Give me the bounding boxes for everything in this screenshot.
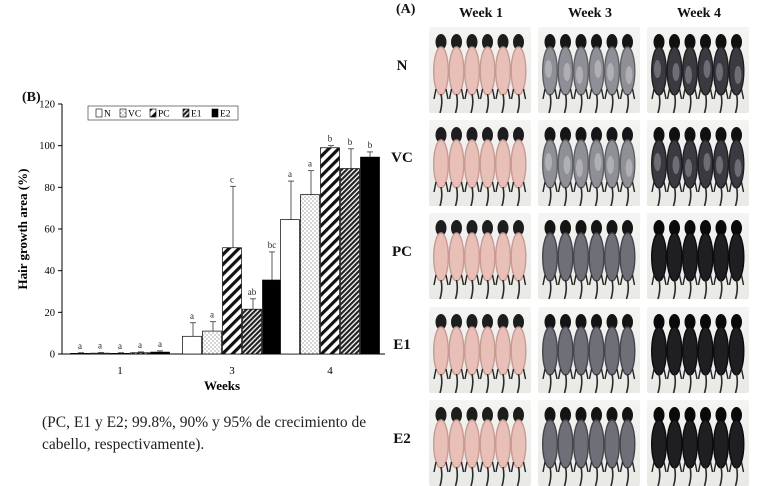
x-tick-label: 3 [229, 365, 235, 377]
significance-label: a [210, 310, 214, 320]
week-header-3: Week 3 [568, 6, 612, 21]
panel-b-label: (B) [22, 90, 41, 105]
bar-e1-week1 [130, 352, 150, 355]
significance-label: b [348, 137, 353, 147]
row-label-n: N [396, 58, 408, 74]
y-tick-label: 20 [45, 308, 56, 319]
caption-text: (PC, E1 y E2; 99.8%, 90% y 95% de crecim… [42, 414, 367, 453]
significance-label: a [98, 341, 102, 351]
significance-label: b [328, 134, 333, 144]
mouse-photo-e2-week-1 [429, 400, 531, 486]
bar-pc-week4 [320, 147, 340, 355]
mouse-photo-pc-week-3 [538, 213, 640, 299]
x-tick-label: 1 [117, 365, 123, 377]
y-tick-label: 60 [45, 225, 56, 236]
legend-label-pc: PC [158, 110, 170, 120]
significance-label: ab [248, 287, 257, 297]
significance-label: a [138, 340, 142, 350]
bar-vc-week4 [300, 194, 320, 355]
bar-pc-week3 [222, 247, 242, 355]
mouse-photo-n-week-1 [429, 27, 531, 113]
mouse-photo-vc-week-1 [429, 120, 531, 206]
mouse-photo-e1-week-4 [647, 307, 749, 393]
bar-n-week4 [280, 219, 300, 355]
legend-swatch-n [95, 108, 103, 118]
legend-swatch-pc [149, 108, 157, 118]
y-axis-label: Hair growth area (%) [15, 169, 30, 290]
bar-n-week1 [70, 353, 90, 355]
mouse-photo-e2-week-4 [647, 400, 749, 486]
legend-swatch-e2 [211, 108, 219, 118]
legend-label-n: N [104, 110, 111, 120]
bar-vc-week3 [202, 330, 222, 355]
week-header-1: Week 1 [459, 6, 503, 21]
mouse-photo-vc-week-4 [647, 120, 749, 206]
mouse-photo-pc-week-1 [429, 213, 531, 299]
bar-e2-week1 [150, 351, 170, 355]
mouse-photo-n-week-4 [647, 27, 749, 113]
mouse-photo-e1-week-3 [538, 307, 640, 393]
legend-label-vc: VC [128, 110, 141, 120]
x-axis-label: Weeks [204, 378, 240, 393]
significance-label: a [78, 341, 82, 351]
legend-swatch-e1 [182, 108, 190, 118]
legend-label-e1: E1 [191, 110, 202, 120]
y-tick-label: 120 [39, 100, 55, 111]
bar-n-week3 [182, 335, 202, 355]
bar-e1-week4 [340, 168, 360, 355]
mouse-photo-vc-week-3 [538, 120, 640, 206]
mouse-photo-n-week-3 [538, 27, 640, 113]
mouse-photo-pc-week-4 [647, 213, 749, 299]
row-label-e2: E2 [393, 431, 411, 447]
significance-label: a [288, 169, 292, 179]
panel-a-label: (A) [396, 2, 416, 17]
y-tick-label: 0 [50, 350, 55, 361]
legend-swatch-vc [119, 108, 127, 118]
significance-label: bc [268, 240, 277, 250]
significance-label: b [368, 140, 373, 150]
row-label-pc: PC [392, 244, 412, 260]
week-header-4: Week 4 [677, 6, 721, 21]
bar-e2-week4 [360, 156, 380, 355]
significance-label: a [158, 339, 162, 349]
bar-e2-week3 [262, 279, 282, 355]
mouse-photo-e2-week-3 [538, 400, 640, 486]
significance-label: a [190, 311, 194, 321]
significance-label: a [118, 341, 122, 351]
y-tick-label: 40 [45, 266, 56, 277]
bar-e1-week3 [242, 308, 262, 355]
significance-label: c [230, 174, 234, 184]
y-tick-label: 80 [45, 183, 56, 194]
legend-label-e2: E2 [220, 110, 231, 120]
significance-label: a [308, 159, 312, 169]
mouse-photo-e1-week-1 [429, 307, 531, 393]
row-label-e1: E1 [393, 337, 411, 353]
y-tick-label: 100 [39, 141, 55, 152]
row-label-vc: VC [391, 150, 413, 166]
x-tick-label: 4 [327, 365, 333, 377]
bar-vc-week1 [90, 352, 110, 355]
bar-pc-week1 [110, 353, 130, 355]
